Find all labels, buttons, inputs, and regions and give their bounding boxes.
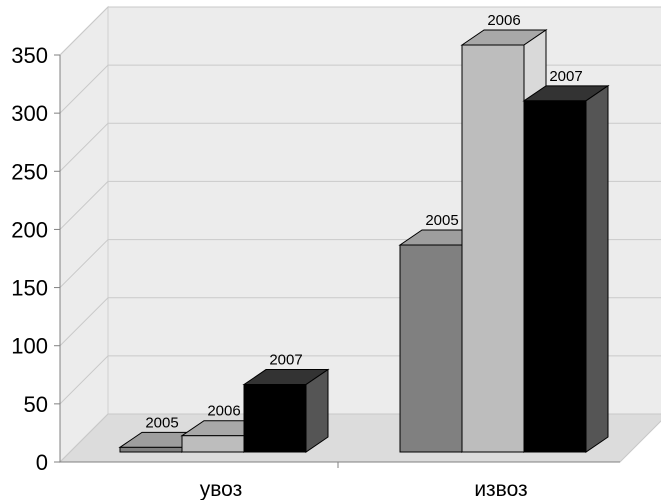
data-labels: 2005 2006 2007 2005 2006 2007 [145,12,582,431]
y-tick-label: 150 [11,276,48,301]
y-tick-label: 300 [11,101,48,126]
bar-front-face [243,384,307,453]
y-tick-label: 200 [11,217,48,242]
bar-side-face [585,84,609,453]
data-label: 2007 [549,68,582,85]
x-axis-labels: увоз извоз [200,478,528,500]
bar-front-face [181,435,245,453]
category-label: извоз [474,478,527,500]
y-axis-ticks: 0 50 100 150 200 250 300 350 [11,43,60,475]
y-tick-label: 0 [36,450,48,475]
axis-lines [59,55,620,468]
y-tick-label: 50 [24,392,48,417]
bar-front-face [523,100,587,453]
data-label: 2007 [269,352,302,369]
bar [242,368,330,453]
data-label: 2006 [207,403,240,420]
side-wall [59,5,109,464]
y-tick-label: 250 [11,159,48,184]
data-label: 2005 [425,212,458,229]
bar-side-face [305,368,329,453]
bar [522,84,610,453]
bar-front-face [399,244,463,453]
category-label: увоз [200,478,243,500]
gridline [59,6,661,56]
bar-front-face [119,446,183,453]
y-tick-label: 350 [11,43,48,68]
y-tick-label: 100 [11,334,48,359]
bar-front-face [461,44,525,453]
data-label: 2006 [487,12,520,29]
bars [118,29,610,453]
data-label: 2005 [145,414,178,431]
